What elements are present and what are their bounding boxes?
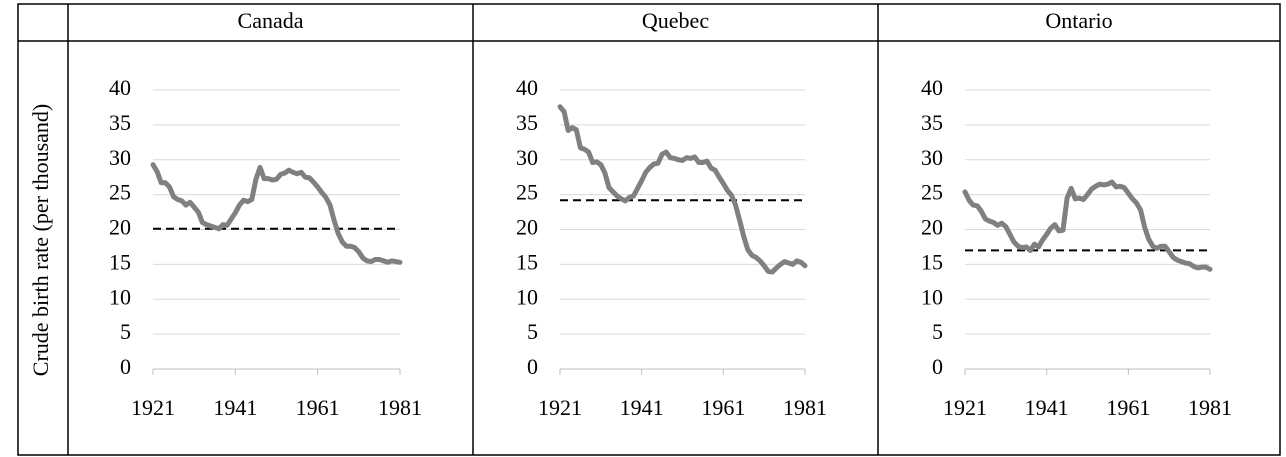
x-tick-label: 1941 — [1025, 395, 1069, 420]
y-tick-label: 5 — [120, 319, 131, 344]
y-tick-label: 25 — [516, 180, 538, 205]
y-tick-label: 20 — [516, 215, 538, 240]
x-tick-label: 1981 — [378, 395, 422, 420]
y-tick-label: 20 — [109, 215, 131, 240]
y-tick-label: 0 — [932, 354, 943, 379]
data-line — [557, 104, 808, 275]
y-tick-label: 15 — [921, 249, 943, 274]
x-tick-label: 1921 — [131, 395, 175, 420]
y-tick-label: 10 — [921, 284, 943, 309]
y-axis-label: Crude birth rate (per thousand) — [28, 104, 53, 376]
x-tick-label: 1961 — [701, 395, 745, 420]
x-tick-label: 1921 — [943, 395, 987, 420]
y-tick-label: 30 — [921, 145, 943, 170]
y-tick-label: 40 — [516, 75, 538, 100]
x-tick-label: 1941 — [213, 395, 257, 420]
y-tick-label: 25 — [109, 180, 131, 205]
y-tick-label: 5 — [527, 319, 538, 344]
y-tick-label: 0 — [120, 354, 131, 379]
data-line — [150, 162, 403, 265]
y-tick-label: 35 — [516, 110, 538, 135]
y-tick-label: 40 — [109, 75, 131, 100]
y-tick-label: 10 — [109, 284, 131, 309]
x-tick-label: 1941 — [620, 395, 664, 420]
y-tick-label: 0 — [527, 354, 538, 379]
y-tick-label: 35 — [921, 110, 943, 135]
data-line — [962, 179, 1213, 272]
x-tick-label: 1921 — [538, 395, 582, 420]
y-tick-label: 35 — [109, 110, 131, 135]
y-tick-label: 10 — [516, 284, 538, 309]
y-tick-label: 25 — [921, 180, 943, 205]
x-tick-label: 1981 — [1188, 395, 1232, 420]
y-tick-label: 20 — [921, 215, 943, 240]
y-tick-label: 30 — [516, 145, 538, 170]
y-tick-label: 15 — [516, 249, 538, 274]
y-tick-label: 30 — [109, 145, 131, 170]
chart-title: Quebec — [642, 8, 709, 33]
x-tick-label: 1981 — [783, 395, 827, 420]
y-tick-label: 40 — [921, 75, 943, 100]
chart-title: Ontario — [1045, 8, 1112, 33]
y-tick-label: 15 — [109, 249, 131, 274]
chart-title: Canada — [238, 8, 304, 33]
table-borders — [17, 3, 1281, 456]
y-tick-label: 5 — [932, 319, 943, 344]
x-tick-label: 1961 — [1106, 395, 1150, 420]
x-tick-label: 1961 — [296, 395, 340, 420]
